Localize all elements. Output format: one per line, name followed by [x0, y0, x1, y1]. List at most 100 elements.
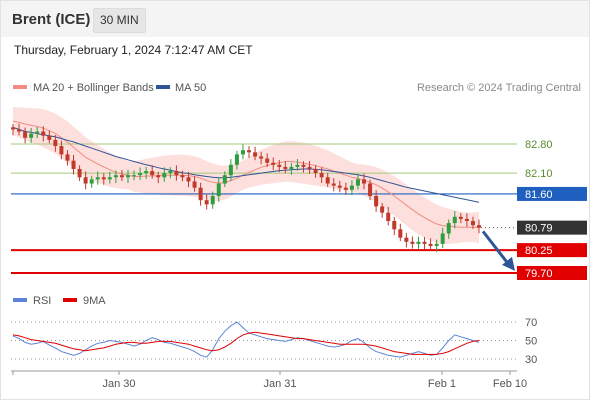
candle-body — [331, 183, 336, 186]
rsi-tick-label: 50 — [525, 336, 537, 348]
candle-body — [337, 185, 342, 188]
support-label: 80.25 — [525, 245, 553, 257]
candle-body — [428, 243, 433, 246]
candle-body — [434, 243, 439, 246]
candle-body — [234, 154, 239, 165]
last-price-tag — [517, 220, 587, 235]
candle-body — [83, 177, 88, 184]
candle-body — [253, 152, 258, 157]
candle-body — [53, 139, 58, 147]
candle-body — [452, 216, 457, 224]
x-tick-label: Feb 1 — [428, 378, 456, 390]
candle-body — [41, 131, 46, 136]
candle-body — [470, 220, 475, 226]
candle-body — [477, 225, 481, 228]
candle-body — [222, 175, 227, 184]
resistance-label: 82.10 — [525, 168, 553, 180]
candle-body — [138, 173, 143, 176]
rsi-line — [12, 321, 480, 358]
legend-swatch-rsi — [13, 298, 27, 302]
legend-label-ma50: MA 50 — [175, 82, 206, 94]
legend-label-rsi: RSI — [33, 295, 51, 307]
x-tick-label: Feb 10 — [493, 378, 527, 390]
candle-body — [259, 156, 264, 159]
candle-body — [277, 164, 282, 167]
candle-body — [368, 183, 373, 197]
candle-body — [71, 160, 76, 169]
candle-body — [156, 175, 161, 178]
candle-body — [392, 220, 397, 230]
candle-body — [283, 166, 288, 169]
candle-body — [374, 196, 379, 207]
ma20-line — [12, 120, 480, 229]
candle-body — [23, 131, 28, 138]
candle-body — [410, 241, 415, 244]
candle-body — [59, 146, 64, 155]
timestamp-label: Thursday, February 1, 2024 7:12:47 AM CE… — [14, 43, 253, 57]
credit-label: Research © 2024 Trading Central — [417, 82, 581, 94]
candle-body — [422, 241, 427, 244]
candle-body — [77, 168, 82, 178]
candle-body — [35, 131, 40, 134]
candle-body — [386, 212, 391, 221]
candle-body — [144, 171, 149, 174]
candle-body — [216, 183, 221, 197]
header-bar: Brent (ICE) 30 MIN — [1, 1, 589, 37]
forecast-arrow-shaft — [481, 230, 511, 266]
candle-body — [125, 175, 130, 178]
timeframe-badge[interactable]: 30 MIN — [93, 8, 146, 33]
candle-body — [150, 171, 155, 176]
candle-body — [404, 237, 409, 242]
candle-body — [65, 154, 70, 161]
candle-body — [89, 179, 94, 184]
candle-body — [307, 166, 312, 169]
legend-swatch-ma50 — [156, 85, 170, 89]
candle-body — [180, 175, 185, 178]
pivot-label: 81.60 — [525, 189, 553, 201]
candle-body — [313, 168, 318, 174]
candle-body — [210, 196, 215, 205]
candle-body — [295, 164, 300, 167]
main-legend: MA 20 + Bollinger Bands MA 50 Research ©… — [13, 82, 581, 94]
support-tag — [517, 266, 587, 280]
level-tags: 82.80 82.10 81.60 80.79 80.25 79.70 — [517, 139, 587, 280]
candle-body — [355, 179, 360, 186]
moving-averages — [12, 120, 480, 229]
candle-body — [132, 175, 137, 177]
candle-body — [162, 173, 167, 178]
candle-body — [343, 187, 348, 190]
candle-body — [29, 133, 34, 138]
rsi-panel: 70 50 30 — [11, 317, 537, 366]
legend-swatch-ma20 — [13, 85, 27, 89]
last-price-label: 80.79 — [525, 223, 553, 235]
candle-body — [198, 187, 203, 201]
support-tag — [517, 243, 587, 258]
candle-body — [301, 164, 306, 167]
candle-body — [247, 150, 252, 153]
candle-body — [204, 200, 209, 205]
candle-body — [240, 150, 245, 155]
candle-body — [113, 175, 118, 178]
candle-body — [11, 127, 15, 130]
price-levels — [11, 143, 517, 274]
candle-body — [440, 233, 445, 244]
candle-body — [458, 216, 463, 219]
candle-body — [446, 223, 451, 234]
candle-body — [186, 177, 191, 182]
candle-body — [119, 175, 124, 178]
rsi-tick-label: 30 — [525, 354, 537, 366]
x-axis: Jan 30 Jan 31 Feb 1 Feb 10 — [12, 371, 527, 390]
candles — [11, 123, 481, 252]
resistance-label: 82.80 — [525, 139, 553, 151]
forecast-arrow — [481, 230, 515, 271]
candle-body — [398, 229, 403, 238]
candle-body — [380, 206, 385, 213]
legend-label-ma20: MA 20 + Bollinger Bands — [33, 82, 154, 94]
legend-label-9ma: 9MA — [83, 295, 106, 307]
pivot-tag — [517, 186, 587, 201]
legend-swatch-9ma — [63, 298, 77, 302]
candle-body — [416, 241, 421, 244]
candle-body — [101, 177, 106, 180]
candle-body — [95, 177, 100, 180]
